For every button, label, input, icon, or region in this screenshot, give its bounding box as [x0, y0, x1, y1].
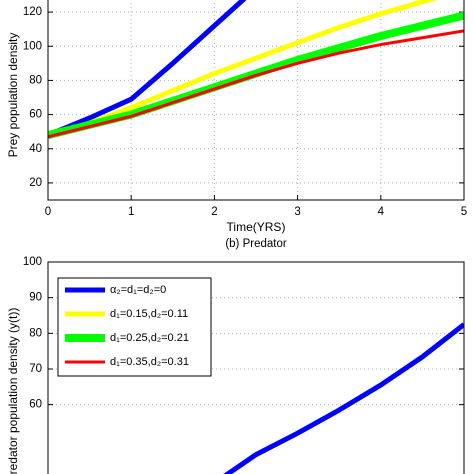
- y-tick-label: 60: [29, 399, 42, 411]
- y-tick-label: 70: [29, 363, 42, 375]
- x-tick-label: 1: [128, 206, 134, 218]
- y-axis-label: Prey population density: [6, 33, 20, 158]
- legend-label: α₂=d₁=d₂=0: [110, 284, 166, 296]
- y-tick-label: 20: [29, 177, 42, 189]
- legend-label: d₁=0.35,d₂=0.31: [110, 356, 189, 368]
- chart-title: (b) Predator: [225, 238, 287, 250]
- y-tick-label: 90: [29, 292, 42, 304]
- y-tick-label: 40: [29, 143, 42, 155]
- plot-area: [223, 322, 464, 474]
- plot-area: [48, 0, 464, 139]
- x-tick-label: 0: [45, 206, 51, 218]
- y-tick-label: 100: [23, 256, 42, 268]
- series-line: [48, 11, 464, 139]
- x-tick-label: 4: [378, 206, 385, 218]
- x-axis-label: Time(YRS): [227, 220, 286, 234]
- series-line: [48, 0, 438, 138]
- y-tick-label: 80: [29, 327, 42, 339]
- y-tick-label: 60: [29, 109, 42, 121]
- x-tick-label: 3: [294, 206, 300, 218]
- y-tick-label: 100: [23, 40, 42, 52]
- series-line: [48, 0, 247, 138]
- x-tick-label: 2: [211, 206, 217, 218]
- y-tick-label: 80: [29, 74, 42, 86]
- plot-frame: [47, 0, 465, 201]
- series-line: [48, 29, 464, 139]
- y-tick-label: 120: [23, 6, 42, 18]
- x-tick-label: 5: [461, 206, 467, 218]
- legend-label: d₁=0.25,d₂=0.21: [110, 332, 189, 344]
- plot-frame: [47, 261, 465, 474]
- legend-label: d₁=0.15,d₂=0.11: [110, 308, 188, 320]
- series-line: [223, 322, 464, 474]
- y-axis-label: Predator population density (y(t)): [6, 308, 20, 474]
- legend-box: [57, 277, 212, 377]
